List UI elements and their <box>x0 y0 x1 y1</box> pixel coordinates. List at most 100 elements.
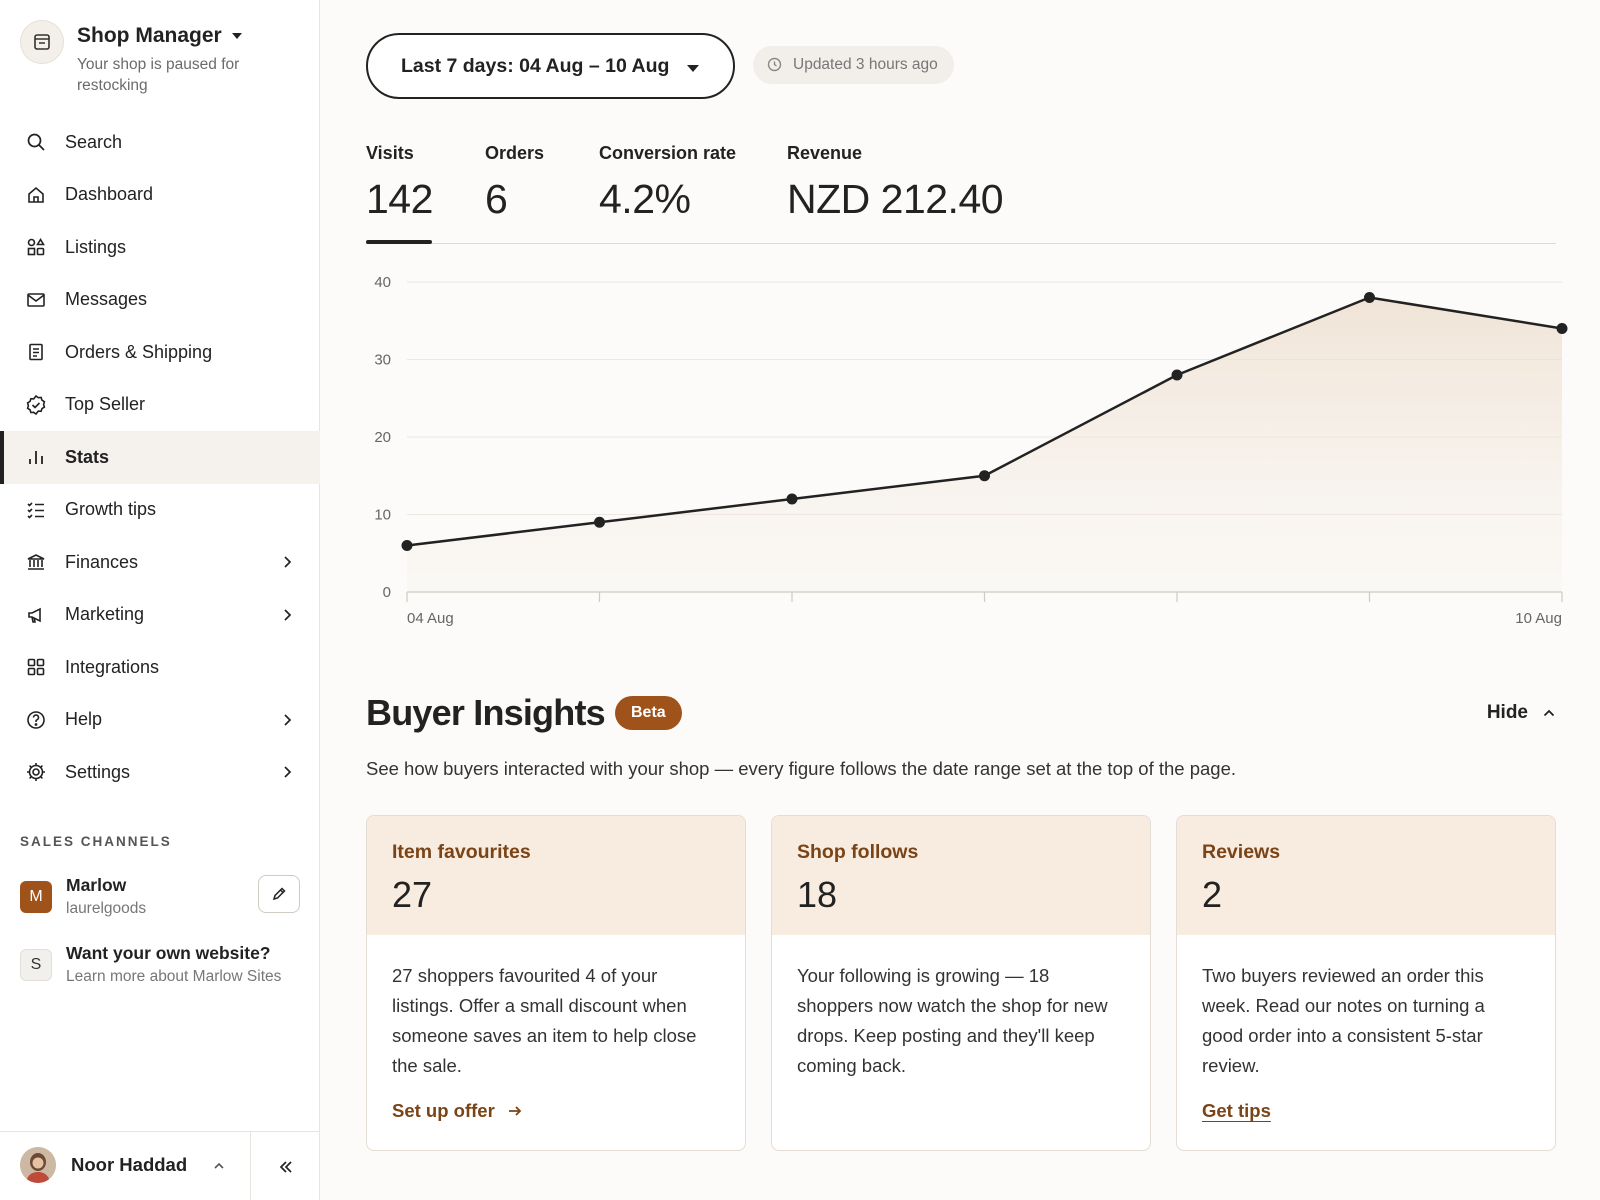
link-label: Set up offer <box>392 1100 495 1121</box>
data-point <box>594 516 605 528</box>
mail-icon <box>24 288 48 312</box>
card-value: 27 <box>392 874 433 915</box>
last-updated-badge: Updated 3 hours ago <box>753 46 954 84</box>
sidebar-item-search[interactable]: Search <box>0 116 320 169</box>
metrics-divider <box>366 243 1556 244</box>
metric-conversion-rate[interactable]: Conversion rate 4.2% <box>599 143 736 223</box>
shop-switcher[interactable]: Shop Manager Your shop is paused for res… <box>20 20 310 100</box>
link-label: Get tips <box>1202 1100 1271 1121</box>
user-menu: Noor Haddad <box>0 1131 320 1200</box>
pencil-icon <box>272 887 286 901</box>
channel-badge: S <box>20 949 52 981</box>
bank-icon <box>24 550 48 574</box>
sidebar-item-listings[interactable]: Listings <box>0 221 320 274</box>
user-name[interactable]: Noor Haddad <box>71 1154 188 1175</box>
set-up-offer-link[interactable]: Set up offer <box>392 1100 523 1122</box>
checklist-icon <box>24 498 48 522</box>
sidebar-item-top-seller[interactable]: Top Seller <box>0 379 320 432</box>
main-content: Last 7 days: 04 Aug – 10 Aug Updated 3 h… <box>321 0 1600 1200</box>
card-body: Your following is growing — 18 shoppers … <box>797 965 1108 1076</box>
caret-down-icon <box>687 65 699 72</box>
get-tips-link[interactable]: Get tips <box>1202 1100 1271 1122</box>
metric-value: 4.2% <box>599 176 691 222</box>
chevron-up-icon[interactable] <box>212 1159 226 1173</box>
metric-orders[interactable]: Orders 6 <box>485 143 544 223</box>
caret-down-icon <box>231 33 242 39</box>
sidebar-item-stats[interactable]: Stats <box>0 431 320 484</box>
x-tick-label: 10 Aug <box>1515 610 1562 627</box>
card-label: Shop follows <box>797 841 919 863</box>
insights-title: Buyer Insights <box>366 692 606 733</box>
search-icon <box>24 130 48 154</box>
sidebar-item-settings[interactable]: Settings <box>0 746 320 799</box>
channel-website-promo[interactable]: S Want your own website? Learn more abou… <box>20 943 300 987</box>
chevron-right-icon <box>284 609 292 621</box>
data-point <box>1556 323 1568 334</box>
data-point <box>979 470 990 482</box>
card-body: Two buyers reviewed an order this week. … <box>1202 965 1485 1076</box>
metric-value: 6 <box>485 176 508 222</box>
last-updated-text: Updated 3 hours ago <box>793 56 938 73</box>
date-range-label: Last 7 days: 04 Aug – 10 Aug <box>401 54 670 77</box>
card-value: 18 <box>797 874 838 915</box>
clock-icon <box>767 57 782 72</box>
sidebar-item-finances[interactable]: Finances <box>0 536 320 589</box>
verified-badge-icon <box>24 393 48 417</box>
sidebar-item-label: Help <box>65 709 103 730</box>
insight-card-shop-follows: Shop follows 18 Your following is growin… <box>771 815 1151 1151</box>
date-range-dropdown[interactable]: Last 7 days: 04 Aug – 10 Aug <box>366 33 735 99</box>
hide-label: Hide <box>1486 702 1528 723</box>
double-chevron-left-icon <box>279 1160 292 1173</box>
sidebar-item-help[interactable]: Help <box>0 694 320 747</box>
metric-label: Orders <box>485 143 545 163</box>
beta-badge: Beta <box>615 696 682 730</box>
sidebar-item-growth-tips[interactable]: Growth tips <box>0 484 320 537</box>
sidebar-item-messages[interactable]: Messages <box>0 274 320 327</box>
sidebar-item-orders[interactable]: Orders & Shipping <box>0 326 320 379</box>
y-tick-label: 30 <box>374 352 391 369</box>
data-point <box>1171 369 1183 381</box>
metric-value: NZD 212.40 <box>787 176 1004 222</box>
sidebar-item-label: Top Seller <box>65 394 146 415</box>
sidebar-item-label: Dashboard <box>65 184 154 205</box>
collapse-sidebar-button[interactable] <box>250 1132 320 1200</box>
shop-icon <box>20 20 64 64</box>
sidebar-item-integrations[interactable]: Integrations <box>0 641 320 694</box>
arrow-right-icon <box>508 1106 522 1116</box>
insight-card-reviews: Reviews 2 Two buyers reviewed an order t… <box>1176 815 1556 1151</box>
sidebar: Shop Manager Your shop is paused for res… <box>0 0 320 1200</box>
home-icon <box>24 183 48 207</box>
edit-channel-button[interactable] <box>258 875 300 913</box>
gear-icon <box>24 760 48 784</box>
shop-status: Your shop is paused for restocking <box>77 56 240 94</box>
metric-label: Revenue <box>787 143 863 163</box>
y-tick-label: 20 <box>374 429 391 446</box>
channel-title: Want your own website? <box>66 943 271 963</box>
insights-description: See how buyers interacted with your shop… <box>366 758 1237 779</box>
sales-channels-heading: SALES CHANNELS <box>20 834 172 849</box>
channel-marlow[interactable]: M Marlow laurelgoods <box>20 875 300 919</box>
chevron-up-icon <box>1543 709 1555 717</box>
chevron-right-icon <box>284 556 292 568</box>
sidebar-item-label: Finances <box>65 551 139 572</box>
metric-revenue[interactable]: Revenue NZD 212.40 <box>787 143 1004 223</box>
channel-subtitle: laurelgoods <box>66 900 147 917</box>
channel-title: Marlow <box>66 875 127 895</box>
sidebar-item-label: Listings <box>65 236 127 257</box>
shop-name[interactable]: Shop Manager <box>77 24 242 48</box>
data-point <box>401 540 413 551</box>
sidebar-item-marketing[interactable]: Marketing <box>0 589 320 642</box>
sidebar-item-label: Settings <box>65 761 131 782</box>
metric-label: Conversion rate <box>599 143 737 163</box>
x-tick-label: 04 Aug <box>407 610 454 627</box>
hide-insights-button[interactable]: Hide <box>1487 702 1556 724</box>
metric-label: Visits <box>366 143 414 163</box>
sidebar-item-label: Integrations <box>65 656 160 677</box>
avatar[interactable] <box>20 1147 56 1183</box>
sidebar-item-dashboard[interactable]: Dashboard <box>0 169 320 222</box>
card-value: 2 <box>1202 874 1223 915</box>
sidebar-item-label: Messages <box>65 289 148 310</box>
chevron-right-icon <box>284 766 292 778</box>
y-tick-label: 10 <box>374 507 391 524</box>
metric-visits[interactable]: Visits 142 <box>366 143 433 223</box>
